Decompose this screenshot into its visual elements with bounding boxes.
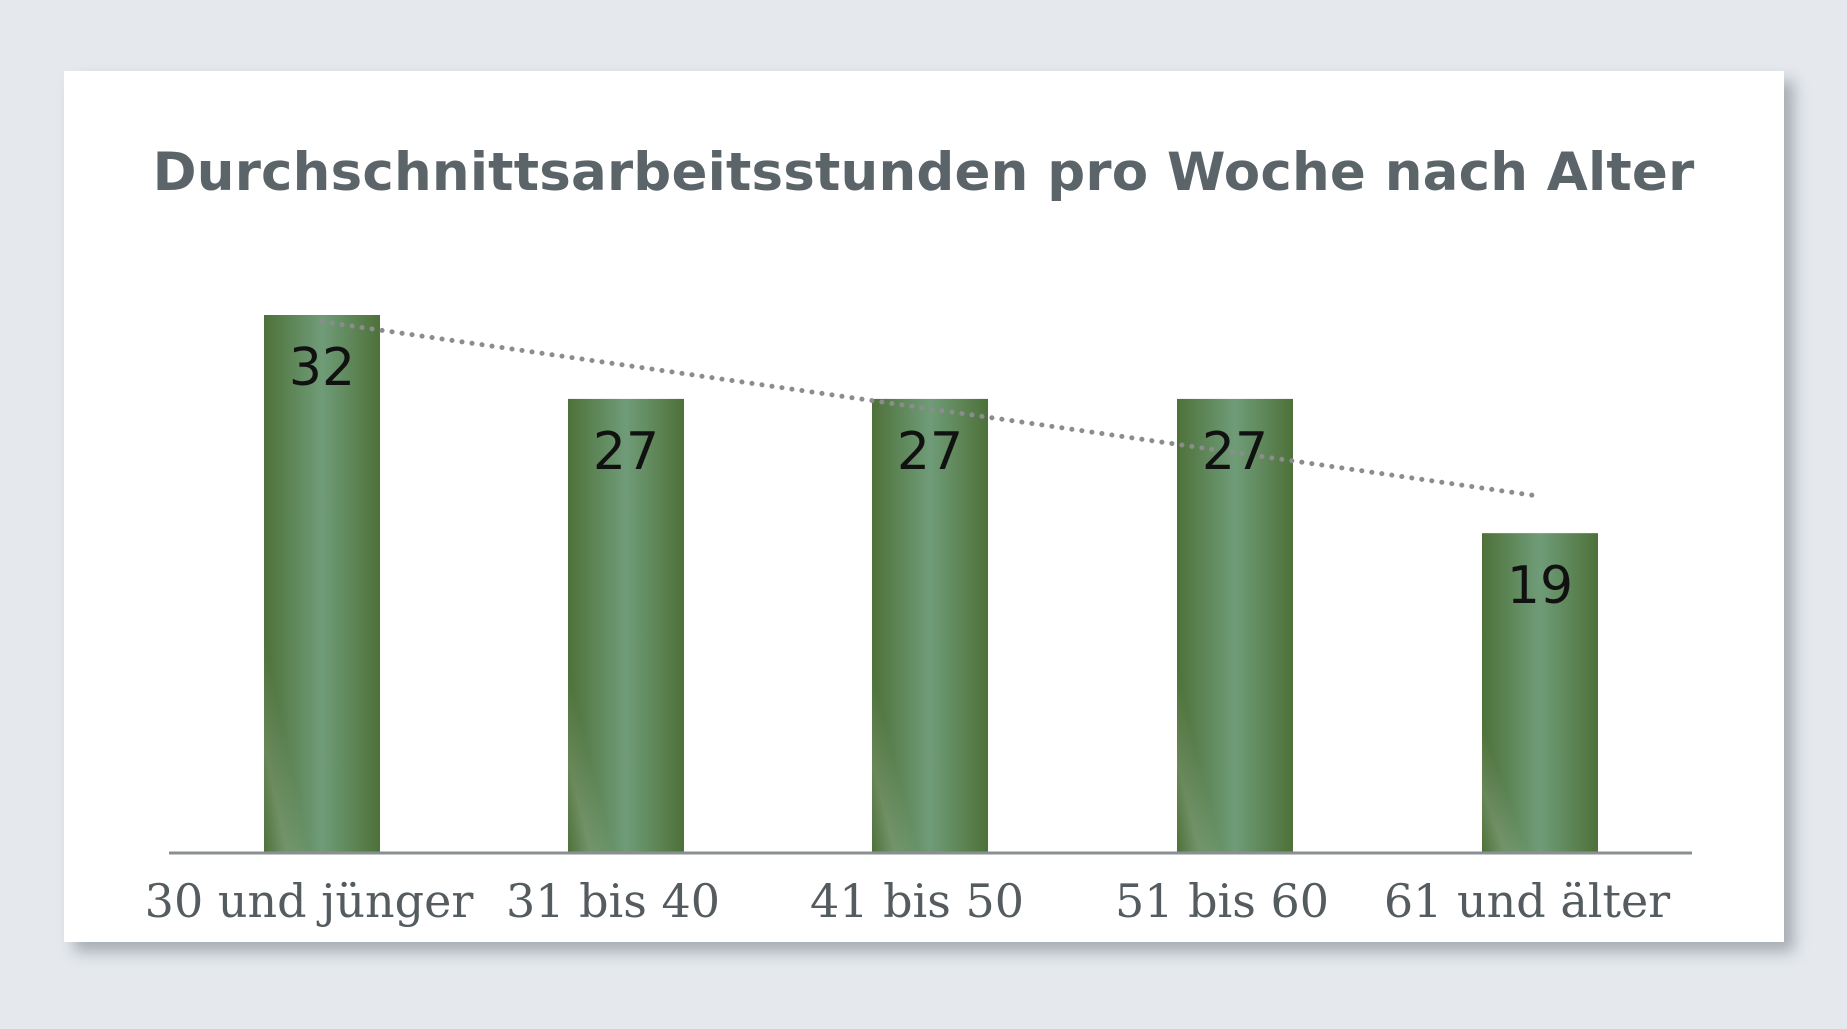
bar-shine-5 [1482,533,1598,852]
data-label-4: 27 [1202,422,1268,482]
category-label-5: 61 und älter [1384,874,1670,928]
bars-group [264,315,1598,852]
value-labels-group: 32 27 27 27 19 [289,338,1573,616]
bar-shine-4 [1177,398,1293,852]
category-label-4: 51 bis 60 [1115,874,1329,928]
data-label-3: 27 [897,422,963,482]
chart-title: Durchschnittsarbeitsstunden pro Woche na… [152,142,1695,203]
bar-shine-1 [264,315,380,852]
category-label-2: 31 bis 40 [506,874,720,928]
category-label-1: 30 und jünger [145,874,474,928]
data-label-5: 19 [1507,556,1573,616]
bar-shine-2 [568,398,684,852]
category-labels-group: 30 und jünger 31 bis 40 41 bis 50 51 bis 60… [145,874,1670,928]
data-label-1: 32 [289,338,355,398]
bar-shine-3 [872,398,988,852]
trend-line [319,319,1543,499]
category-label-3: 41 bis 50 [810,874,1024,928]
data-label-2: 27 [593,422,659,482]
